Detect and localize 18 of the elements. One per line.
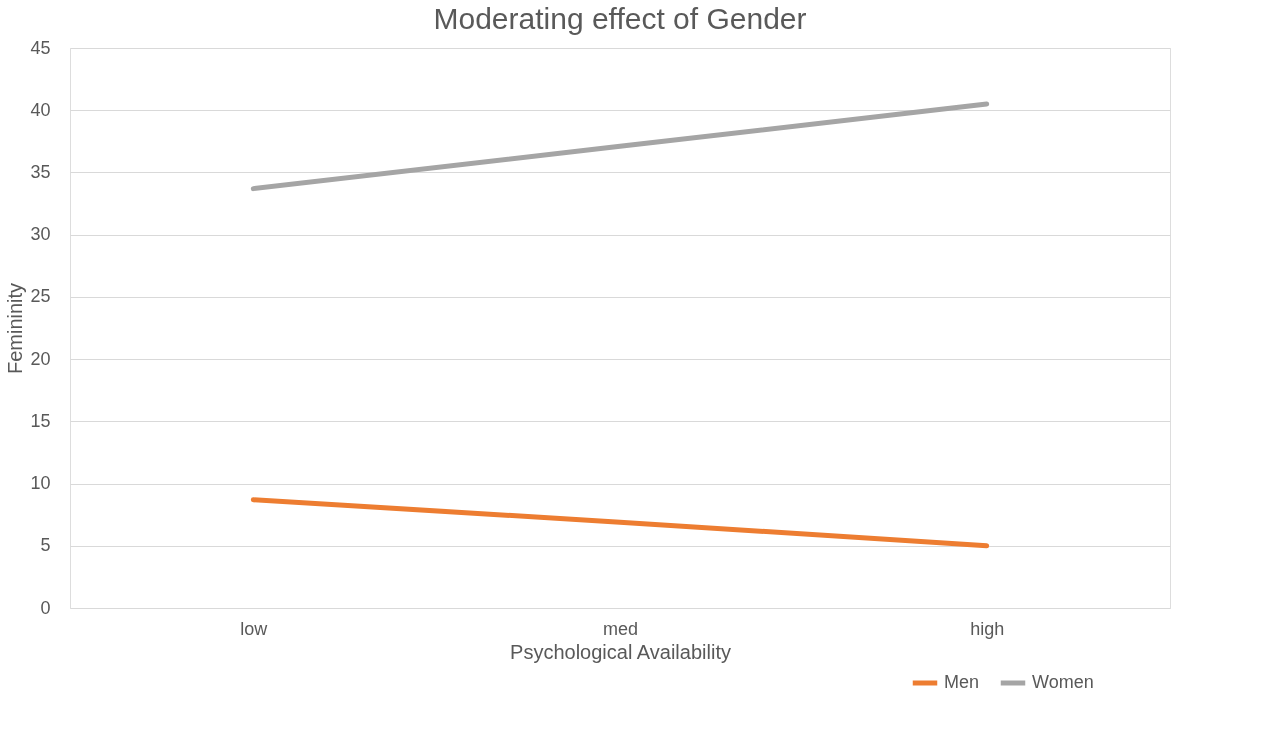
y-tick-label: 5 — [40, 535, 51, 556]
y-axis-title: Femininity — [4, 282, 27, 375]
legend-label: Women — [1032, 672, 1094, 692]
y-tick-label: 10 — [30, 473, 51, 494]
y-tick-label: 35 — [30, 161, 51, 182]
y-tick-label: 25 — [30, 286, 51, 307]
y-tick-label: 40 — [30, 99, 51, 120]
x-tick-label: high — [970, 618, 1005, 639]
x-tick-label: low — [240, 618, 269, 639]
y-tick-label: 20 — [30, 348, 51, 369]
x-axis-title: Psychological Availability — [510, 640, 731, 663]
y-tick-label: 15 — [30, 410, 51, 431]
x-tick-label: med — [602, 618, 639, 639]
legend-label: Men — [944, 672, 980, 692]
y-tick-label: 0 — [40, 597, 51, 618]
chart-title: Moderating effect of Gender — [433, 2, 807, 35]
y-tick-label: 45 — [30, 37, 51, 58]
y-tick-label: 30 — [30, 224, 51, 245]
